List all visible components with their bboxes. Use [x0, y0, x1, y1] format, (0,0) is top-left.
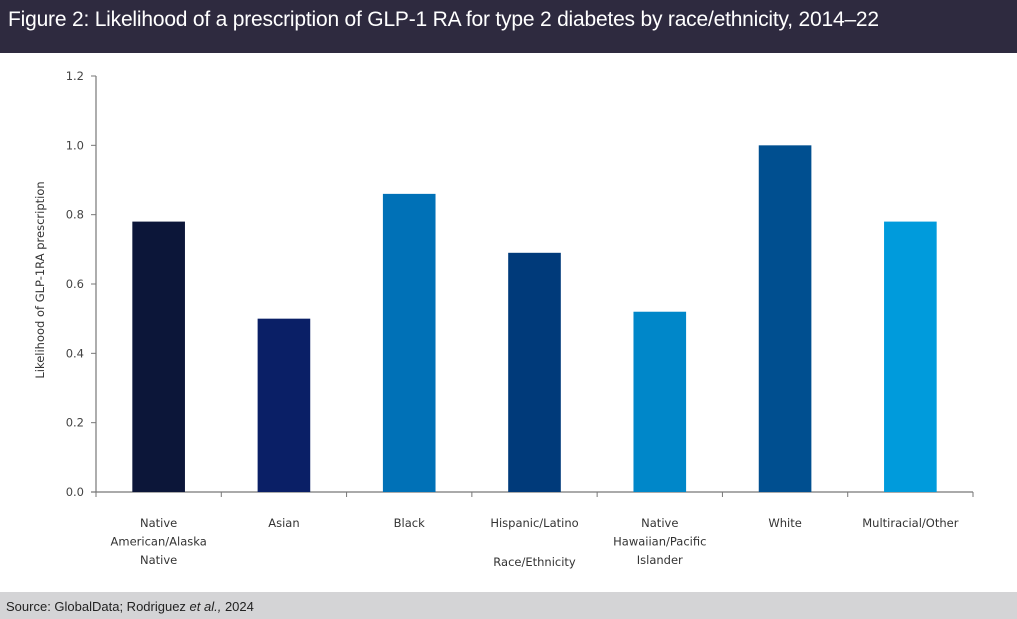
y-tick-label: 0.0: [66, 485, 84, 499]
y-axis-title: Likelihood of GLP-1RA prescription: [33, 181, 47, 378]
bar: [132, 221, 185, 492]
y-tick-label: 1.0: [66, 138, 84, 152]
category-label-line: American/Alaska: [111, 535, 207, 549]
category-label-line: White: [768, 516, 801, 530]
category-label: Multiracial/Other: [862, 516, 958, 530]
source-suffix: 2024: [221, 599, 254, 614]
category-label: Native American/Alaska Native: [111, 516, 207, 567]
x-axis: [91, 491, 974, 497]
source-text: Source: GlobalData; Rodriguez et al., 20…: [6, 599, 254, 614]
source-italic: et al.,: [189, 599, 222, 614]
category-label: Native Hawaiian/Pacific Islander: [613, 516, 706, 567]
category-label-line: Islander: [637, 553, 683, 567]
y-tick-label: 0.8: [66, 208, 84, 222]
category-label: Hispanic/Latino: [490, 516, 578, 530]
category-label-line: Native: [140, 553, 177, 567]
bars: [132, 145, 937, 493]
bar: [257, 318, 311, 492]
x-axis-title: Race/Ethnicity: [493, 555, 576, 569]
category-label-line: Asian: [268, 516, 299, 530]
y-tick-label: 0.2: [66, 416, 84, 430]
y-axis: 0.0 0.2 0.4 0.6 0.8 1.0 1.2: [66, 69, 97, 499]
category-label-line: Native: [140, 516, 177, 530]
category-labels: Native American/Alaska Native Asian Black His…: [111, 516, 959, 567]
figure-header: Figure 2: Likelihood of a prescription o…: [0, 0, 1017, 53]
bar: [508, 252, 561, 492]
category-label: White: [768, 516, 801, 530]
category-label-line: Multiracial/Other: [862, 516, 958, 530]
y-tick-label: 0.4: [66, 346, 84, 360]
figure-title: Figure 2: Likelihood of a prescription o…: [8, 8, 879, 31]
category-label-line: Hawaiian/Pacific: [613, 535, 706, 549]
category-label-line: Hispanic/Latino: [490, 516, 578, 530]
source-prefix: Source: GlobalData; Rodriguez: [6, 599, 190, 614]
category-label-line: Native: [641, 516, 678, 530]
bar-chart: 0.0 0.2 0.4 0.6 0.8 1.0 1.2 Native American/Ala…: [33, 69, 974, 569]
category-label-line: Black: [394, 516, 425, 530]
bar: [758, 145, 812, 493]
bar: [382, 193, 436, 492]
y-tick-label: 0.6: [66, 277, 84, 291]
y-tick-label: 1.2: [66, 69, 84, 83]
source-footer: Source: GlobalData; Rodriguez et al., 20…: [0, 592, 1017, 619]
bar: [884, 221, 937, 492]
category-label: Black: [394, 516, 425, 530]
bar: [633, 311, 687, 492]
category-label: Asian: [268, 516, 299, 530]
